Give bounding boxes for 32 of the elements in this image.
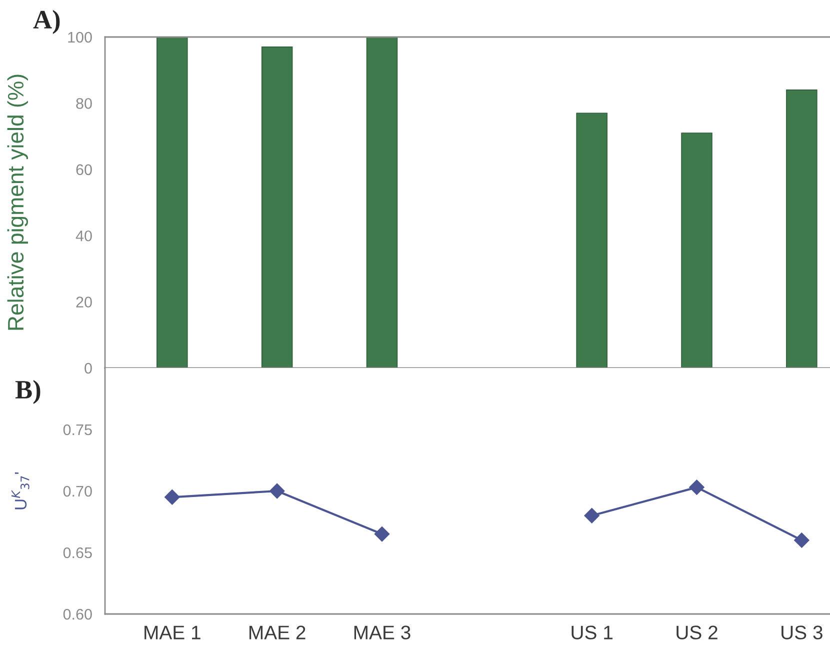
point [374,526,390,542]
point [794,532,810,548]
y-tick-label: 0.70 [63,486,92,497]
x-tick-label: MAE 3 [354,626,410,640]
point [164,490,180,505]
y-axis-title: Relative pigment yield (%) [7,74,28,330]
bar [156,37,188,368]
chart-title: A) [33,10,60,34]
y-tick-label: 0.65 [63,547,92,558]
point [584,508,600,524]
x-tick-label: US 1 [572,626,612,640]
bar [786,90,818,368]
bar [576,112,608,368]
x-tick-label: MAE 2 [249,626,306,640]
y-tick-label: 20 [76,296,92,308]
x-tick-label: US 2 [676,626,718,640]
x-tick-label: MAE 1 [144,626,200,640]
y-tick-label: 80 [76,98,92,109]
y-tick-label: 60 [76,164,92,176]
y-tick-label: 0 [84,362,92,374]
chart-title: B) [15,380,40,404]
point [689,480,704,495]
bar [366,37,398,368]
y-tick-label: 40 [76,230,92,242]
x-tick-label: US 3 [782,626,822,640]
point [270,483,285,499]
y-tick-label: 100 [68,32,92,43]
y-axis-title: U$^{K}$$_{37}$' [12,472,30,510]
bar [261,46,293,368]
bar [681,132,712,368]
y-tick-label: 0.75 [63,424,92,436]
y-tick-label: 0.60 [63,608,92,620]
